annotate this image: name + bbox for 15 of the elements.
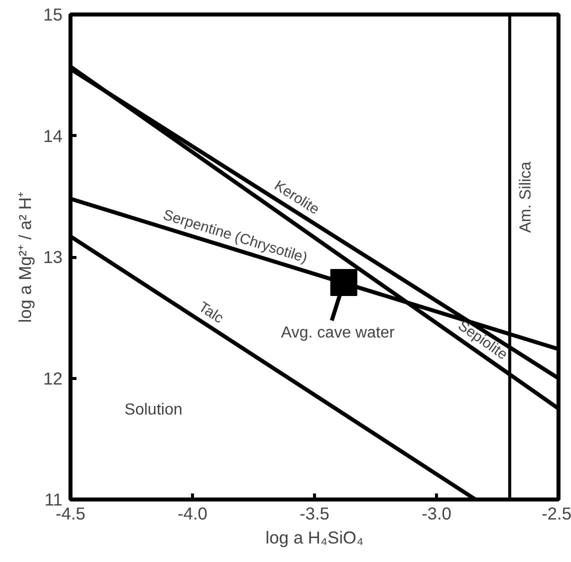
y-axis-title: log a Mg²⁺ / a² H⁺	[15, 191, 36, 323]
x-tick-label: -3.5	[300, 504, 330, 524]
y-tick-label: 13	[43, 247, 63, 267]
text: Talc	[195, 299, 226, 327]
ref-line-label: Am. Silica	[518, 162, 535, 233]
x-tick-label: -3.0	[422, 504, 452, 524]
x-tick-label: -2.5	[542, 504, 571, 524]
x-tick-label: -4.0	[178, 504, 208, 524]
y-tick-label: 15	[43, 4, 63, 24]
annotation: Avg. cave water	[281, 324, 396, 342]
x-axis-title: log a H₄SiO₄	[266, 528, 364, 548]
y-tick-label: 12	[43, 368, 63, 388]
annotation: Solution	[124, 401, 182, 418]
y-tick-label: 14	[43, 126, 63, 146]
y-tick-label: 11	[44, 490, 63, 510]
